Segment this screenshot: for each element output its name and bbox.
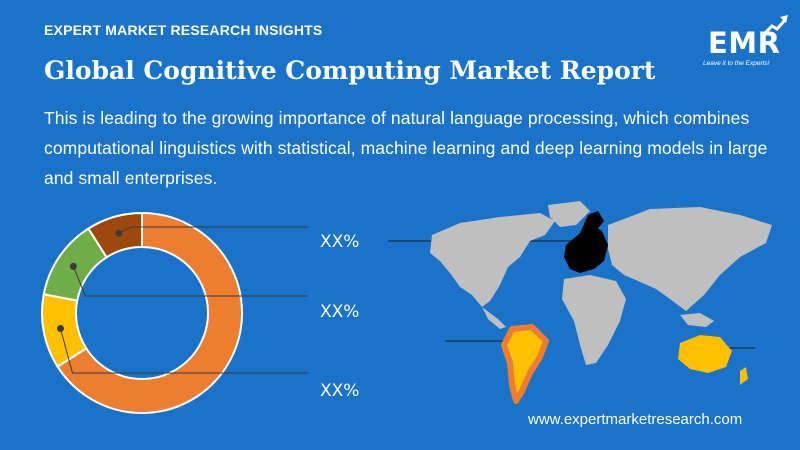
map-south-america	[501, 324, 549, 404]
map-africa	[562, 275, 626, 365]
map-greenland	[548, 201, 590, 227]
logo-tagline: Leave it to the Experts!	[703, 60, 770, 67]
leader-line-3	[59, 328, 308, 374]
map-australia	[678, 335, 732, 373]
leader-line-1	[118, 226, 308, 234]
kicker-heading: EXPERT MARKET RESEARCH INSIGHTS	[44, 22, 323, 38]
donut-chart	[41, 211, 308, 414]
world-map	[388, 201, 772, 404]
donut-slice-1	[56, 211, 243, 414]
map-north-america	[430, 213, 555, 307]
map-europe	[564, 225, 608, 273]
emr-logo: EMR Leave it to the Experts!	[700, 12, 792, 72]
growth-arrow-icon	[762, 15, 788, 36]
logo-wordmark: EMR	[708, 26, 781, 60]
map-scandinavia	[580, 211, 604, 233]
map-asia	[608, 207, 772, 311]
map-central-america	[482, 307, 506, 329]
map-new-zealand	[740, 367, 748, 385]
map-southeast-asia	[680, 313, 714, 327]
page-title: Global Cognitive Computing Market Report	[44, 56, 656, 85]
callout-label-3: XX%	[320, 381, 360, 401]
website-url: www.expertmarketresearch.com	[528, 411, 743, 428]
description-text: This is leading to the growing importanc…	[44, 108, 768, 188]
callout-label-2: XX%	[320, 302, 360, 322]
donut-slice-4	[87, 211, 143, 259]
callout-label-1: XX%	[320, 232, 360, 252]
leader-line-2	[72, 266, 308, 297]
